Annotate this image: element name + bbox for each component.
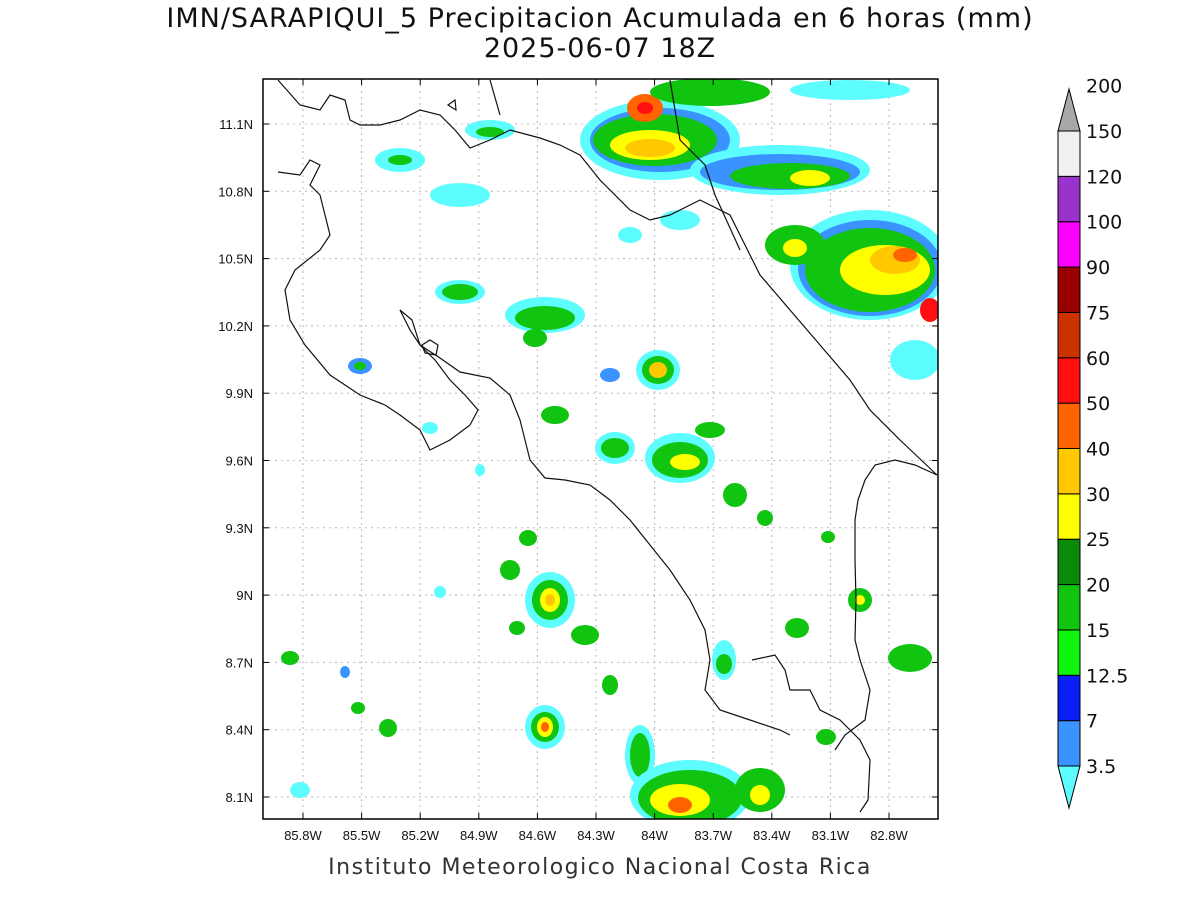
x-tick-label: 85.8W: [284, 828, 322, 843]
y-tick-label: 9.9N: [226, 386, 253, 401]
colorbar-label: 75: [1086, 302, 1110, 324]
map-frame: [262, 78, 939, 820]
y-tick-label: 11.1N: [219, 117, 253, 132]
x-tick-label: 84W: [641, 828, 668, 843]
y-tick-label: 10.8N: [218, 184, 253, 199]
colorbar-swatch: [1057, 538, 1081, 586]
y-tick-label: 8.4N: [226, 723, 253, 738]
map-title: IMN/SARAPIQUI_5 Precipitacion Acumulada …: [166, 3, 1034, 34]
footer-credit: Instituto Meteorologico Nacional Costa R…: [328, 855, 872, 880]
y-tick-label: 8.1N: [226, 790, 253, 805]
x-tick-label: 83.4W: [753, 828, 791, 843]
colorbar-max-arrow: [1057, 87, 1081, 132]
colorbar-swatch: [1057, 357, 1081, 404]
y-tick-label: 8.7N: [226, 655, 253, 670]
colorbar-label: 20: [1086, 575, 1110, 597]
y-tick-label: 9.3N: [226, 521, 253, 536]
colorbar-swatch: [1057, 402, 1081, 449]
colorbar-label: 120: [1086, 166, 1122, 188]
y-axis-ticks: 11.1N 10.8N 10.5N 10.2N 9.9N 9.6N 9.3N 9N 8.7N 8.…: [218, 117, 938, 805]
colorbar-label: 50: [1086, 393, 1110, 415]
colorbar-label: 90: [1086, 257, 1110, 279]
y-tick-label: 10.5N: [218, 252, 253, 267]
colorbar-swatch: [1057, 221, 1081, 268]
x-tick-label: 85.5W: [343, 828, 381, 843]
colorbar: 3.5 7 12.5 15 20 25 30 40 50 60 75 90 100 120 150 200: [1057, 76, 1128, 810]
y-tick-label: 9N: [236, 588, 253, 603]
coastlines: [277, 79, 938, 813]
colorbar-label: 15: [1086, 620, 1110, 642]
colorbar-swatch: [1057, 266, 1081, 313]
map-date: 2025-06-07 18Z: [483, 33, 717, 64]
colorbar-label: 12.5: [1086, 665, 1128, 687]
colorbar-label: 25: [1086, 529, 1110, 551]
x-tick-label: 82.8W: [870, 828, 908, 843]
x-tick-label: 83.7W: [694, 828, 732, 843]
colorbar-label: 60: [1086, 348, 1110, 370]
x-tick-label: 83.1W: [812, 828, 850, 843]
colorbar-swatch: [1057, 130, 1081, 177]
colorbar-swatch: [1057, 720, 1081, 767]
colorbar-swatch: [1057, 175, 1081, 223]
colorbar-swatch: [1057, 674, 1081, 722]
x-axis-ticks: 85.8W 85.5W 85.2W 84.9W 84.6W 84.3W 84W 83.7W 83…: [284, 79, 909, 843]
colorbar-label: 40: [1086, 439, 1110, 461]
y-tick-label: 9.6N: [226, 454, 253, 469]
colorbar-swatch: [1057, 629, 1081, 676]
x-tick-label: 84.6W: [519, 828, 557, 843]
colorbar-swatch: [1057, 311, 1081, 359]
precip-field: [281, 79, 938, 819]
colorbar-swatch: [1057, 584, 1081, 631]
colorbar-label: 30: [1086, 484, 1110, 506]
colorbar-label: 100: [1086, 212, 1122, 234]
colorbar-label: 200: [1086, 76, 1122, 98]
colorbar-swatch: [1057, 448, 1081, 495]
colorbar-swatch: [1057, 493, 1081, 540]
x-tick-label: 84.3W: [577, 828, 615, 843]
colorbar-label: 150: [1086, 121, 1122, 143]
colorbar-label: 7: [1086, 711, 1098, 733]
colorbar-min-arrow: [1057, 765, 1081, 810]
x-tick-label: 84.9W: [460, 828, 498, 843]
y-tick-label: 10.2N: [218, 319, 253, 334]
colorbar-label: 3.5: [1086, 756, 1116, 778]
x-tick-label: 85.2W: [401, 828, 439, 843]
